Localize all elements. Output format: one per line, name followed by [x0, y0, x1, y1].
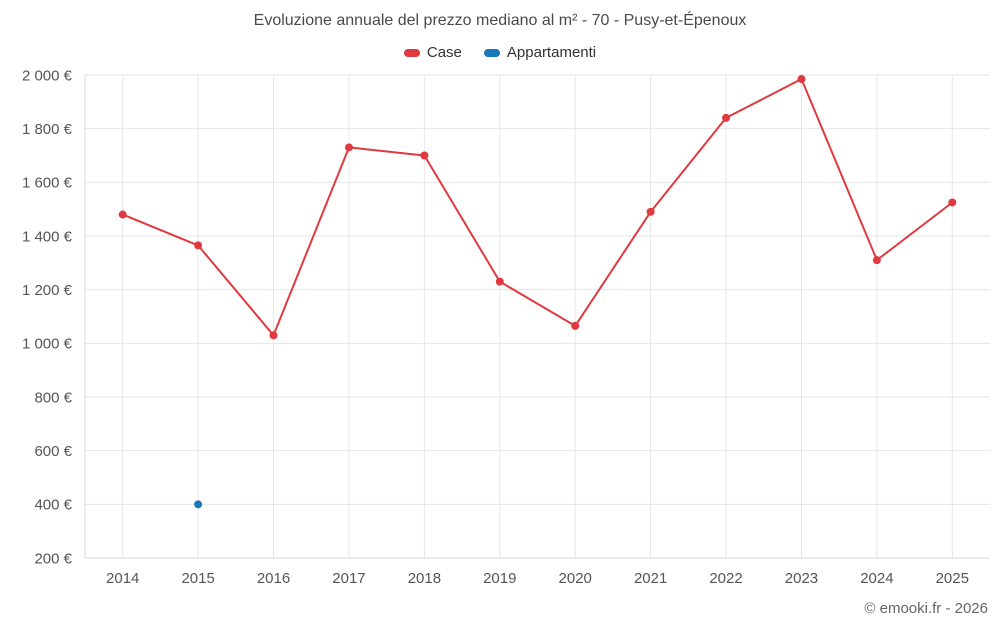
- y-tick-label: 400 €: [34, 497, 72, 514]
- y-tick-label: 1 400 €: [22, 228, 73, 245]
- x-tick-label: 2018: [408, 570, 441, 587]
- y-tick-label: 800 €: [34, 389, 72, 406]
- series-point-case-2020: [571, 321, 580, 330]
- series-point-case-2019: [495, 277, 504, 286]
- y-tick-label: 600 €: [34, 443, 72, 460]
- y-tick-label: 1 000 €: [22, 336, 73, 353]
- legend-item-case[interactable]: Case: [403, 44, 462, 61]
- x-tick-label: 2024: [860, 570, 893, 587]
- y-tick-label: 2 000 €: [22, 67, 73, 84]
- legend-label: Appartamenti: [506, 44, 597, 61]
- x-tick-label: 2023: [785, 570, 818, 587]
- series-point-case-2015: [194, 241, 203, 250]
- series-point-case-2024: [872, 256, 881, 265]
- legend-item-appartamenti[interactable]: Appartamenti: [483, 44, 597, 61]
- y-tick-label: 1 800 €: [22, 121, 73, 138]
- series-point-case-2025: [948, 198, 957, 207]
- x-tick-label: 2025: [936, 570, 969, 587]
- footer-credit: © emooki.fr - 2026: [864, 600, 988, 617]
- series-point-appartamenti-2015: [194, 500, 203, 509]
- y-tick-label: 1 200 €: [22, 282, 73, 299]
- chart-legend: Case Appartamenti: [0, 44, 1000, 61]
- series-point-case-2014: [118, 210, 127, 219]
- series-point-case-2017: [344, 143, 353, 152]
- series-point-case-2022: [722, 113, 731, 122]
- x-tick-label: 2014: [106, 570, 139, 587]
- chart-title: Evoluzione annuale del prezzo mediano al…: [253, 12, 747, 29]
- y-tick-label: 200 €: [34, 550, 72, 567]
- series-line-case: [122, 78, 953, 337]
- x-tick-label: 2021: [634, 570, 667, 587]
- x-tick-label: 2017: [332, 570, 365, 587]
- x-tick-label: 2019: [483, 570, 516, 587]
- series-point-case-2016: [269, 331, 278, 340]
- series-point-case-2023: [797, 75, 806, 84]
- x-tick-label: 2015: [181, 570, 214, 587]
- x-tick-label: 2020: [559, 570, 592, 587]
- x-tick-label: 2022: [709, 570, 742, 587]
- legend-marker-icon: [483, 48, 500, 57]
- x-tick-label: 2016: [257, 570, 290, 587]
- series-point-case-2018: [420, 151, 429, 160]
- y-tick-label: 1 600 €: [22, 175, 73, 192]
- legend-label: Case: [426, 44, 462, 61]
- series-point-case-2021: [646, 207, 655, 216]
- legend-marker-icon: [403, 48, 420, 57]
